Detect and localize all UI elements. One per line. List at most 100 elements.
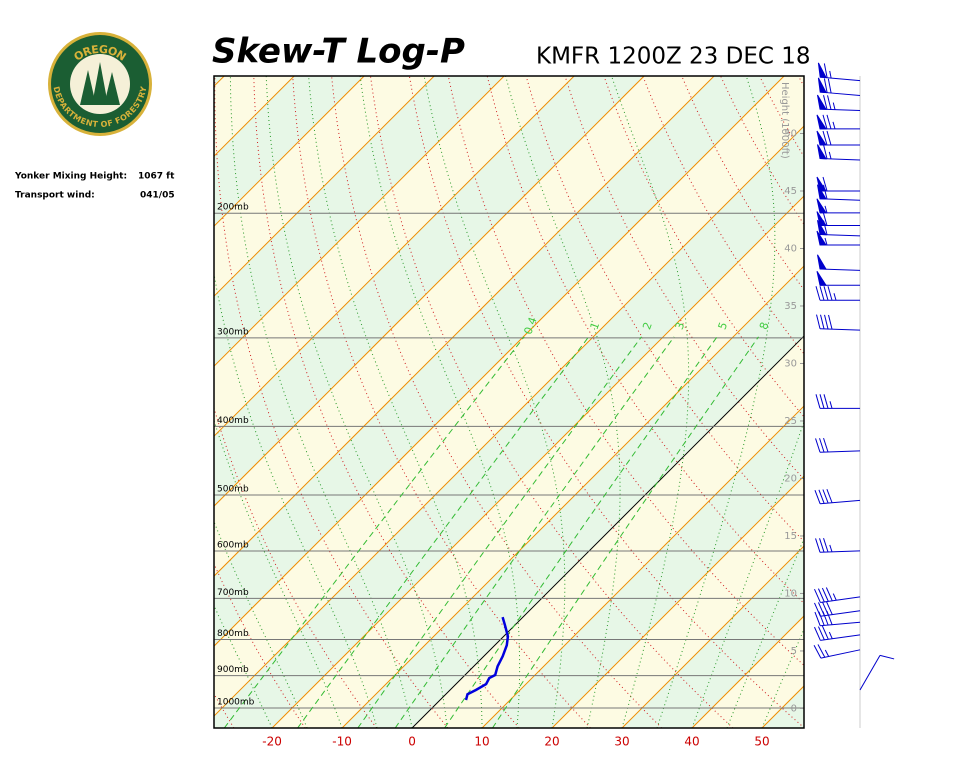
barb-full: [824, 538, 828, 552]
pressure-label: 1000mb: [217, 698, 255, 708]
wind-barb: [817, 115, 860, 129]
wind-barb: [815, 489, 860, 504]
transport-wind: 041/05: [140, 191, 175, 201]
barb-full: [827, 131, 831, 145]
info: Yonker Mixing Height: 1067 ft Transport …: [14, 172, 175, 201]
barb-staff: [820, 500, 860, 503]
barb-full: [817, 315, 821, 329]
wind-barb: [818, 220, 861, 236]
isotherm: [832, 76, 960, 728]
wind-barb: [815, 611, 860, 626]
wind-barb: [860, 655, 894, 690]
barb-half: [830, 545, 832, 552]
barb-staff: [820, 451, 860, 452]
wind-barb: [816, 286, 860, 300]
barb-full: [829, 315, 833, 329]
barb-full: [816, 394, 820, 408]
wind-barb: [817, 211, 860, 225]
pressure-label: 500mb: [217, 484, 249, 494]
barb-staff: [820, 622, 860, 625]
barb-full: [820, 438, 824, 452]
mixing-height: 1067 ft: [138, 172, 175, 182]
wind-barb: [818, 185, 861, 200]
pressure-label: 300mb: [217, 327, 249, 337]
height-tick-label: 40: [784, 243, 797, 254]
barb-staff: [820, 329, 860, 330]
x-tick-label: 0: [408, 735, 416, 749]
wind-barb: [816, 538, 860, 552]
mixing-height-label: Yonker Mixing Height:: [14, 172, 127, 182]
x-tick-label: 40: [684, 735, 699, 749]
barb-full: [820, 538, 824, 552]
wind-barb: [818, 255, 861, 271]
transport-wind-label: Transport wind:: [15, 191, 95, 201]
height-tick-label: 0: [791, 703, 797, 714]
wind-barb: [817, 177, 860, 191]
barb-full: [828, 286, 832, 300]
barb-half: [830, 71, 831, 78]
barb-staff: [820, 551, 860, 552]
barb-full: [816, 538, 820, 552]
wind-barb: [817, 271, 860, 285]
pressure-label: 200mb: [217, 203, 249, 213]
barb-half: [829, 152, 831, 159]
barb-full: [828, 79, 831, 93]
barb-pennant: [818, 145, 827, 159]
barb-full: [827, 115, 831, 129]
barb-full: [816, 286, 820, 300]
dry-adiabat: [915, 76, 960, 728]
barb-full: [821, 315, 825, 329]
height-tick-label: 30: [784, 358, 797, 369]
x-tick-label: -20: [262, 735, 282, 749]
wind-barb: [816, 394, 860, 408]
pressure-label: 900mb: [217, 665, 249, 675]
x-tick-label: 50: [754, 735, 769, 749]
barb-full: [820, 286, 824, 300]
dry-adiabat: [837, 76, 960, 728]
wind-barb: [814, 626, 860, 640]
dry-adiabat: [954, 76, 960, 728]
x-tick-label: 20: [544, 735, 559, 749]
height-tick-label: 20: [784, 473, 797, 484]
wind-barb: [814, 601, 860, 616]
barb-half: [825, 650, 828, 656]
x-tick-label: -10: [332, 735, 352, 749]
barb-full: [828, 95, 832, 109]
height-axis-label: Height (1000ft): [779, 82, 790, 159]
barb-full: [816, 438, 820, 452]
wind-barb: [817, 131, 860, 145]
barb-full: [880, 655, 894, 659]
barb-pennant: [817, 271, 826, 285]
height-tick-label: 5: [791, 646, 797, 657]
wind-barb: [818, 145, 861, 160]
barb-half: [833, 103, 835, 110]
barb-staff: [860, 655, 880, 690]
wind-barb: [818, 63, 860, 81]
chart-subtitle: KMFR 1200Z 23 DEC 18: [536, 44, 811, 70]
wind-barb: [818, 95, 861, 110]
wind-barb: [817, 199, 860, 213]
barb-pennant: [817, 199, 826, 213]
wind-barb: [814, 644, 860, 658]
barb-half: [834, 293, 836, 300]
pressure-label: 700mb: [217, 588, 249, 598]
pressure-label: 800mb: [217, 629, 249, 639]
barb-half: [833, 122, 835, 129]
barb-full: [820, 394, 824, 408]
pressure-label: 400mb: [217, 416, 249, 426]
pressure-label: 600mb: [217, 541, 249, 551]
chart-title: Skew-T Log-P: [212, 32, 465, 72]
height-tick-label: 45: [784, 186, 797, 197]
wind-barb: [817, 315, 860, 331]
barb-full: [825, 315, 829, 329]
barb-full: [824, 438, 828, 452]
wind-barb: [816, 438, 860, 452]
barb-half: [829, 632, 832, 639]
height-tick-label: 25: [784, 416, 797, 427]
barb-full: [824, 286, 828, 300]
dry-adiabat: [876, 76, 960, 728]
wind-barb: [814, 587, 860, 602]
barb-full: [824, 394, 828, 408]
x-tick-label: 10: [474, 735, 489, 749]
